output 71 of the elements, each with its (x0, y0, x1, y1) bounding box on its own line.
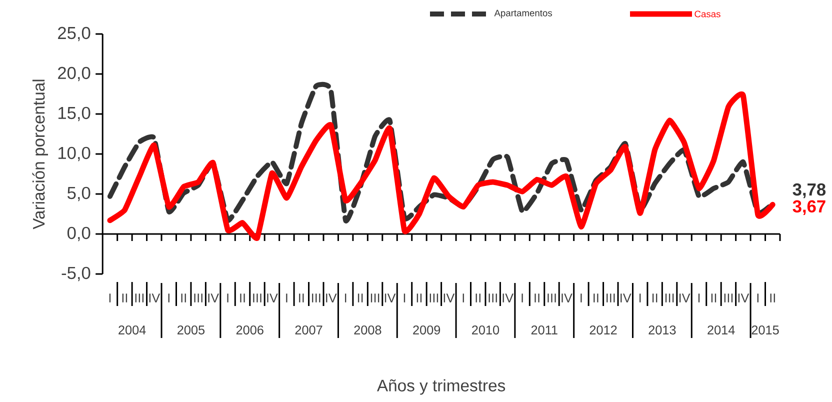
y-tick-label: 25,0 (58, 26, 90, 42)
x-axis-title: Años y trimestres (376, 379, 506, 395)
text: 2010 (472, 326, 500, 334)
text: Casas (694, 10, 720, 18)
x-tick-label: I (640, 294, 641, 302)
x-tick-label: III (135, 294, 144, 302)
x-tick-label: III (665, 294, 674, 302)
text: 2007 (295, 326, 322, 334)
text: 2013 (648, 326, 676, 334)
x-tick-label: I (344, 294, 346, 302)
text: 2009 (413, 326, 440, 334)
x-tick-label: IV (502, 294, 514, 302)
x-tick-label: II (476, 294, 480, 302)
data-label: 3,67 (792, 200, 826, 216)
x-tick-label: I (286, 294, 288, 302)
x-tick-label: III (430, 294, 438, 302)
x-tick-label: II (358, 294, 363, 302)
x-tick-label: II (299, 294, 304, 302)
text: 2011 (531, 326, 558, 334)
y-tick-label: 20,0 (58, 66, 90, 82)
x-tick-label: I (698, 294, 700, 302)
text: 2008 (354, 326, 382, 334)
x-tick-label: I (109, 294, 111, 302)
x-tick-label: II (416, 294, 422, 302)
text: 2015 (752, 326, 779, 334)
x-tick-label: II (770, 294, 775, 302)
x-tick-label: III (488, 294, 497, 302)
x-tick-label: II (240, 294, 245, 302)
x-tick-label: I (168, 294, 170, 302)
x-tick-label: II (181, 294, 186, 302)
y-tick-label: 0,0 (67, 226, 90, 242)
x-tick-label: IV (267, 294, 278, 302)
x-tick-label: III (253, 294, 262, 302)
text: 2012 (590, 326, 617, 334)
x-tick-label: I (522, 294, 523, 302)
x-tick-label: I (227, 294, 228, 302)
y-tick-label: 5,0 (67, 186, 90, 202)
x-tick-label: III (606, 294, 615, 302)
x-tick-label: II (711, 294, 716, 302)
x-tick-label: IV (208, 294, 219, 302)
x-tick-label: IV (384, 294, 396, 302)
y-axis-title: Variación porcentual (32, 80, 48, 230)
x-tick-label: III (312, 294, 320, 302)
x-tick-label: I (757, 294, 758, 302)
x-tick-label: IV (444, 294, 455, 302)
x-tick-label: III (548, 294, 556, 302)
y-tick-label: -5,0 (62, 266, 90, 282)
x-tick-label: IV (149, 294, 160, 302)
y-tick-label: 10,0 (58, 146, 90, 162)
x-tick-label: IV (326, 294, 337, 302)
data-label: 3,78 (792, 183, 826, 198)
x-tick-label: IV (679, 294, 690, 302)
x-tick-label: III (724, 294, 733, 302)
x-tick-label: II (122, 294, 128, 302)
x-tick-label: III (194, 294, 202, 302)
x-tick-label: III (370, 294, 380, 302)
x-tick-label: I (462, 294, 464, 302)
x-tick-label: II (534, 294, 540, 302)
x-tick-label: II (652, 294, 658, 302)
text: 2004 (118, 326, 146, 334)
x-tick-label: I (404, 294, 406, 302)
x-tick-label: II (594, 294, 598, 302)
y-tick-label: 15,0 (58, 106, 90, 122)
x-tick-label: I (580, 294, 582, 302)
text: 2006 (236, 326, 264, 334)
text: Apartamentos (494, 10, 552, 18)
text: 2005 (178, 326, 205, 334)
x-tick-label: IV (562, 294, 572, 302)
x-tick-label: IV (738, 294, 750, 302)
x-tick-label: IV (620, 294, 632, 302)
text: 2014 (708, 326, 735, 334)
